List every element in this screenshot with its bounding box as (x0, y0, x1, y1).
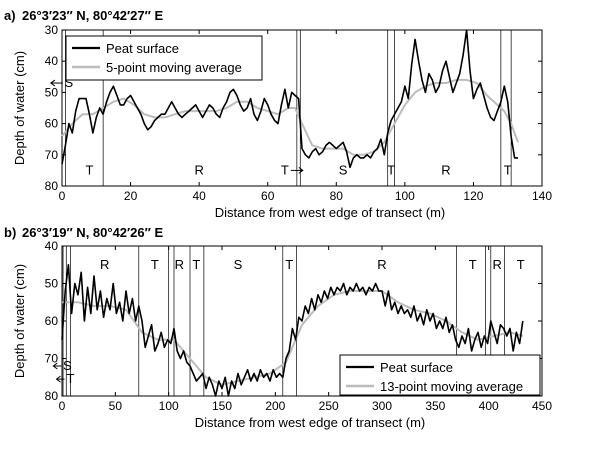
panel-a-x-tick-label: 120 (463, 189, 483, 203)
panel-b-zone-arrow-head (52, 362, 58, 370)
panel-b-y-tick-label: 70 (45, 352, 59, 366)
panel-b-moving-average-line (62, 290, 524, 386)
panel-a-zone-label: T (281, 162, 289, 177)
panel-a-x-tick-label: 20 (124, 189, 138, 203)
panel-a-moving-average-line (61, 78, 519, 156)
panel-b-zone-arrow-head (55, 375, 61, 383)
panel-b-coordinates: 26°3′19″ N, 80°42′26″ E (22, 225, 163, 240)
panel-b-peat-surface-line (61, 263, 524, 397)
panel-b-y-tick-label: 40 (45, 239, 59, 253)
panel-a-y-tick-label: 70 (45, 148, 59, 162)
panel-a-letter: a) (4, 8, 16, 23)
panel-b-x-tick-label: 350 (425, 399, 445, 413)
panel-a-x-tick-label: 100 (395, 189, 415, 203)
panel-a-x-tick-label: 140 (532, 189, 552, 203)
panel-b-x-tick-label: 50 (109, 399, 123, 413)
panel-b-x-tick-label: 0 (59, 399, 66, 413)
panel-a-x-tick-label: 60 (261, 189, 275, 203)
panel-b-zone-label: T (192, 257, 200, 272)
panel-b-x-tick-label: 400 (479, 399, 499, 413)
panel-b-letter: b) (4, 225, 16, 240)
panel-b-zone-label: R (377, 257, 386, 272)
panel-a-y-tick-label: 80 (45, 179, 59, 193)
panel-b-legend-entry: 13-point moving average (380, 379, 523, 394)
panel-b-legend-box (339, 354, 541, 396)
panel-a-zone-arrow-head (50, 79, 56, 87)
panel-a-zone-arrow-head (298, 166, 304, 174)
panel-a-x-tick-label: 80 (330, 189, 344, 203)
panel-b-x-tick-label: 150 (212, 399, 232, 413)
panel-a-zone-label: S (339, 162, 348, 177)
panel-a-y-tick-label: 60 (45, 117, 59, 131)
panel-b-zone-label: T (67, 371, 75, 386)
panel-a-zone-label: T (85, 162, 93, 177)
panel-b-zone-label: T (517, 257, 525, 272)
panel-a-legend-entry: Peat surface (106, 41, 179, 56)
panel-a-y-tick-label: 30 (45, 23, 59, 37)
panel-a-zone-label: R (194, 162, 203, 177)
panel-a-x-axis-label: Distance from west edge of transect (m) (215, 205, 445, 220)
panel-b: b) 26°3′19″ N, 80°42′26″ E Distance from… (4, 225, 552, 430)
panel-a-coordinates: 26°3′23″ N, 80°42′27″ E (22, 8, 163, 23)
panel-a-y-tick-label: 40 (45, 54, 59, 68)
panel-b-zone-label: T (469, 257, 477, 272)
panel-a: a) 26°3′23″ N, 80°42′27″ E Distance from… (4, 8, 552, 220)
panel-b-zone-label: T (285, 257, 293, 272)
panel-b-x-tick-label: 250 (319, 399, 339, 413)
panel-b-zone-label: S (63, 358, 72, 373)
panel-a-x-tick-label: 0 (59, 189, 66, 203)
panel-b-y-tick-label: 80 (45, 389, 59, 403)
panel-b-y-tick-label: 60 (45, 314, 59, 328)
panel-b-y-tick-label: 50 (45, 277, 59, 291)
panel-b-zone-label: R (100, 257, 109, 272)
panel-b-legend-entry: Peat surface (380, 360, 453, 375)
panel-a-x-tick-label: 40 (192, 189, 206, 203)
panel-a-zone-label: R (441, 162, 450, 177)
panel-a-legend-entry: 5-point moving average (106, 60, 242, 75)
panel-b-zone-label: T (151, 257, 159, 272)
panel-a-zone-label: T (387, 162, 395, 177)
panel-b-x-tick-label: 300 (372, 399, 392, 413)
panel-b-zone-label: R (175, 257, 184, 272)
panel-b-x-axis-label: Distance from west edge of transect (m) (195, 415, 425, 430)
panel-b-zone-label: R (493, 257, 502, 272)
panel-b-x-tick-label: 450 (532, 399, 552, 413)
panel-a-legend-box (65, 35, 263, 81)
panel-b-zone-label: S (234, 257, 243, 272)
panel-a-y-tick-label: 50 (45, 85, 59, 99)
panel-b-y-axis-label: Depth of water (cm) (12, 264, 27, 378)
panel-a-y-axis-label: Depth of water (cm) (12, 51, 27, 165)
panel-b-x-tick-label: 100 (159, 399, 179, 413)
panel-a-zone-label: S (65, 75, 74, 90)
panel-b-x-tick-label: 200 (265, 399, 285, 413)
panel-a-peat-surface-line (61, 29, 518, 169)
panel-a-zone-label: T (504, 162, 512, 177)
